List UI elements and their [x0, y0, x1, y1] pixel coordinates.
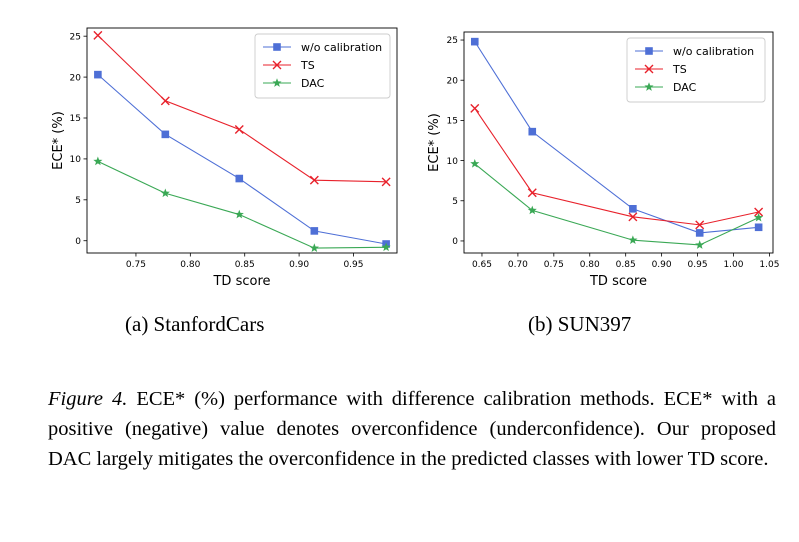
x-tick-label: 0.90	[289, 260, 309, 270]
y-tick-label: 0	[75, 237, 81, 247]
data-point	[754, 212, 764, 222]
figure-label: Figure 4.	[48, 388, 128, 410]
figure-charts: 0.75 0.80 0.85 0.90 0.95 0 5 10 15 20 25 TD score EC…	[51, 27, 779, 289]
x-tick-label: 0.80	[580, 260, 600, 270]
x-tick-label: 0.75	[544, 260, 564, 270]
legend-marker	[645, 47, 653, 55]
data-point	[235, 174, 244, 183]
legend-box	[254, 33, 391, 99]
data-point	[160, 96, 170, 106]
data-point	[234, 124, 244, 134]
data-point	[309, 243, 319, 252]
data-point	[527, 188, 537, 198]
legend-label: TS	[300, 59, 315, 72]
data-point	[695, 229, 704, 237]
x-tick-label: 1.05	[759, 260, 779, 270]
data-point	[628, 235, 638, 245]
series-line-2	[97, 160, 387, 249]
data-point	[234, 209, 244, 219]
y-tick-label: 0	[452, 237, 458, 247]
legend-label: TS	[672, 63, 687, 76]
y-tick-label: 15	[70, 114, 81, 124]
data-point	[470, 103, 480, 113]
x-tick-label: 0.80	[180, 260, 200, 270]
data-point	[93, 156, 103, 166]
x-tick-label: 0.70	[508, 260, 528, 270]
y-axis-label: ECE* (%)	[51, 111, 66, 170]
y-tick-label: 10	[447, 157, 459, 167]
x-tick-label: 0.95	[343, 260, 363, 270]
series-line-1	[474, 108, 759, 226]
figure-caption: Figure 4. ECE* (%) performance with diff…	[48, 384, 776, 474]
x-axis-label: TD score	[589, 274, 647, 289]
data-point	[309, 175, 319, 185]
data-point	[160, 188, 170, 198]
plot-frame	[86, 27, 398, 254]
legend-label: w/o calibration	[673, 45, 754, 58]
legend-marker	[644, 64, 654, 74]
legend-label: DAC	[673, 81, 697, 94]
y-tick-label: 25	[70, 32, 81, 42]
data-point	[93, 30, 103, 40]
data-point	[470, 159, 480, 168]
data-point	[628, 212, 638, 222]
y-tick-label: 20	[447, 76, 459, 86]
legend-marker	[273, 43, 281, 51]
data-point	[470, 37, 479, 46]
y-tick-label: 20	[70, 73, 82, 83]
legend-box	[626, 37, 766, 103]
subcaption-b: (b) SUN397	[528, 312, 632, 336]
x-tick-label: 1.00	[723, 260, 743, 270]
plot-frame	[463, 31, 774, 254]
data-point	[695, 220, 705, 230]
data-point	[94, 70, 102, 79]
y-tick-label: 5	[75, 196, 81, 206]
y-axis-label: ECE* (%)	[427, 113, 442, 172]
legend-label: w/o calibration	[301, 41, 382, 54]
y-tick-label: 15	[447, 117, 458, 127]
chart-panel-0: 0.75 0.80 0.85 0.90 0.95 0 5 10 15 20 25 TD score EC…	[51, 27, 398, 289]
caption-text: ECE* (%) performance with difference cal…	[48, 388, 776, 470]
data-point	[695, 240, 705, 249]
data-point	[528, 127, 537, 136]
y-tick-label: 10	[70, 155, 82, 165]
series-line-0	[97, 74, 387, 245]
chart-panel-1: 0.65 0.70 0.75 0.80 0.85 0.90 0.95 1.00 1.05 0 5 10…	[427, 31, 779, 289]
x-tick-label: 0.95	[688, 260, 708, 270]
x-tick-label: 0.75	[126, 260, 146, 270]
series-line-2	[474, 163, 759, 246]
y-tick-label: 5	[452, 197, 458, 207]
data-point	[381, 177, 391, 187]
data-point	[527, 205, 537, 215]
data-point	[161, 130, 170, 139]
data-point	[754, 223, 763, 232]
data-point	[310, 227, 319, 235]
x-axis-label: TD score	[212, 274, 270, 289]
x-tick-label: 0.65	[472, 260, 492, 270]
legend-marker	[272, 78, 282, 87]
subcaption-a: (a) StanfordCars	[125, 312, 265, 336]
data-point	[629, 205, 637, 213]
legend-label: DAC	[301, 77, 325, 90]
x-tick-label: 0.85	[616, 260, 636, 270]
x-tick-label: 0.90	[652, 260, 672, 270]
legend-marker	[644, 82, 654, 91]
data-point	[754, 207, 764, 217]
data-point	[381, 242, 391, 252]
legend-marker	[272, 60, 282, 70]
x-tick-label: 0.85	[235, 260, 255, 270]
y-tick-label: 25	[447, 36, 458, 46]
